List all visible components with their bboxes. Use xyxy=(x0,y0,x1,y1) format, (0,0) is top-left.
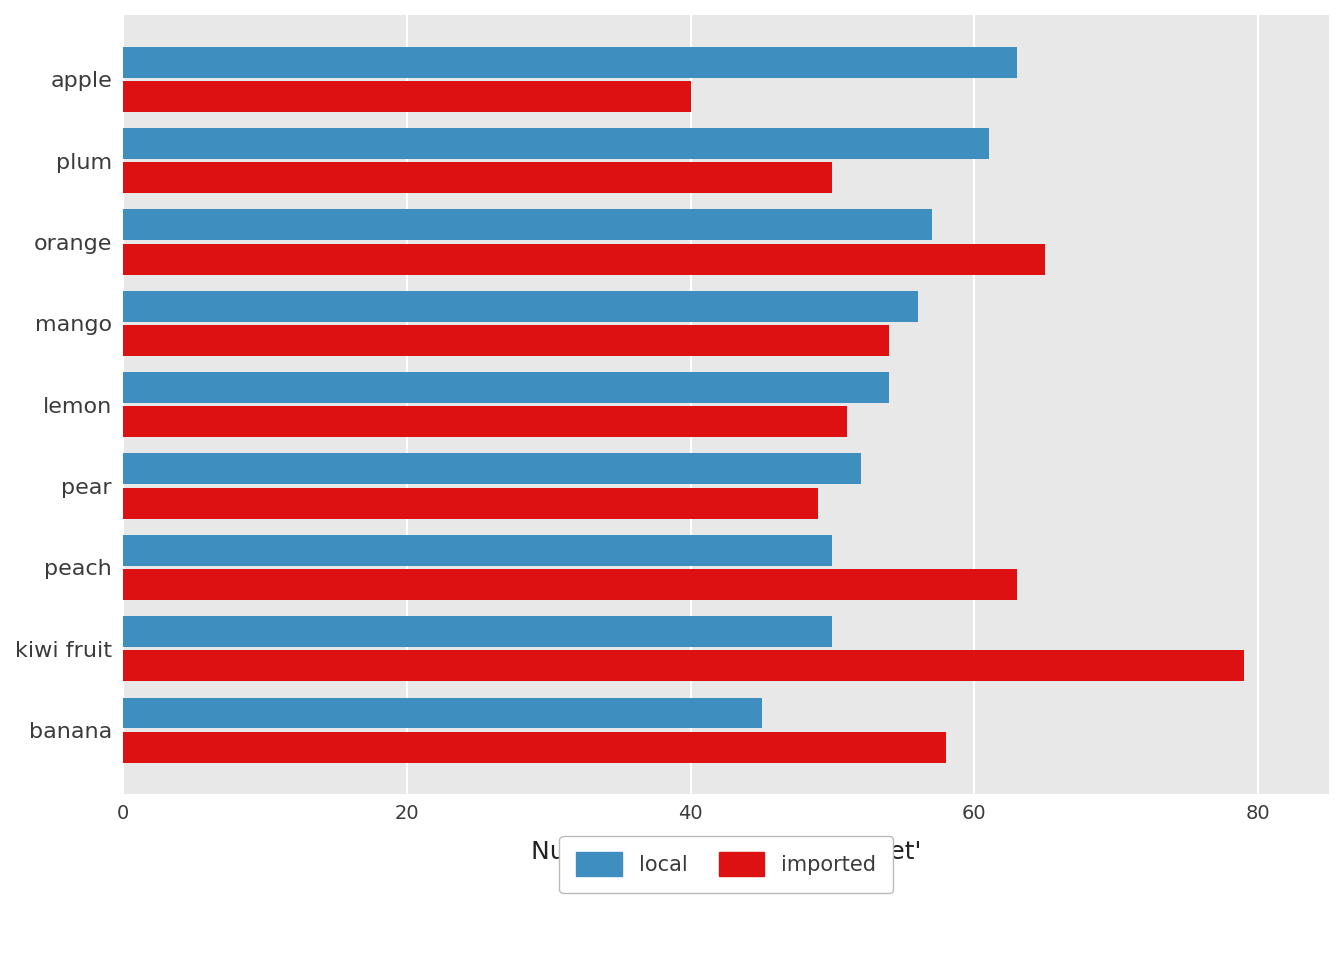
Bar xyxy=(124,244,1046,275)
Bar xyxy=(124,372,890,403)
Legend: local, imported: local, imported xyxy=(559,835,892,893)
Bar xyxy=(124,616,832,647)
Bar xyxy=(124,488,818,518)
X-axis label: Number of fruits in the 'basket': Number of fruits in the 'basket' xyxy=(531,840,921,864)
Bar xyxy=(124,535,832,565)
Bar xyxy=(124,162,832,193)
Bar xyxy=(124,324,890,356)
Bar xyxy=(124,81,691,111)
Bar xyxy=(124,453,860,485)
Bar xyxy=(124,128,989,159)
Bar xyxy=(124,47,1017,78)
Bar xyxy=(124,698,762,729)
Bar xyxy=(124,569,1017,600)
Bar xyxy=(124,732,946,762)
Bar xyxy=(124,291,918,322)
Bar xyxy=(124,209,931,240)
Bar xyxy=(124,406,847,437)
Bar xyxy=(124,650,1245,682)
